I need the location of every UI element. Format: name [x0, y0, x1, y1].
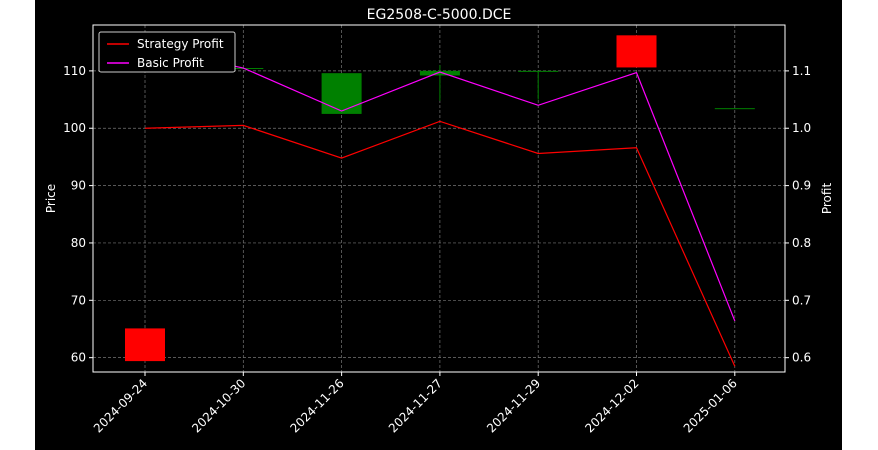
grid: [93, 25, 785, 372]
candle-body: [125, 328, 165, 362]
legend-box: [98, 31, 236, 73]
candle-body: [321, 73, 362, 114]
y-tick-label-right: 0.9: [792, 179, 811, 193]
x-tick-label: 2024-11-26: [288, 376, 347, 435]
x-tick-label: 2025-01-06: [681, 376, 740, 435]
y-tick-label-right: 0.8: [792, 236, 811, 250]
y-tick-label-right: 0.7: [792, 293, 811, 307]
legend-label: Strategy Profit: [137, 37, 224, 51]
right-axis: 0.6 0.7 0.8 0.9 1.0 1.1: [785, 64, 811, 365]
x-tick-label: 2024-12-02: [582, 376, 641, 435]
legend: Strategy Profit Basic Profit: [98, 31, 236, 73]
chart-svg: 60 70 80 90 100 110 0.6 0.7 0.8 0.9 1.0 1.1 2024-0…: [44, 7, 834, 435]
candle-body: [714, 108, 755, 110]
candle-body: [419, 70, 460, 76]
y-tick-label-left: 80: [71, 236, 86, 250]
candle-body: [616, 35, 657, 68]
x-tick-label: 2024-11-27: [386, 376, 445, 435]
x-tick-label: 2024-09-24: [91, 376, 150, 435]
left-axis: 60 70 80 90 100 110: [63, 64, 93, 365]
y-tick-label-left: 70: [71, 293, 86, 307]
chart-figure: 60 70 80 90 100 110 0.6 0.7 0.8 0.9 1.0 1.1 2024-0…: [35, 0, 842, 450]
chart-title: EG2508-C-5000.DCE: [367, 7, 512, 23]
x-axis: 2024-09-24 2024-10-30 2024-11-26 2024-11-27…: [91, 372, 740, 435]
profit-lines: [144, 46, 736, 367]
candle-body: [518, 70, 559, 72]
y-tick-label-right: 1.1: [792, 64, 811, 78]
series-line-strategy-profit: [144, 120, 736, 367]
plot-frame: [92, 24, 786, 373]
legend-label: Basic Profit: [137, 56, 204, 70]
y-axis-label-right: Profit: [820, 183, 834, 215]
y-tick-label-right: 0.6: [792, 351, 811, 365]
y-tick-label-left: 60: [71, 351, 86, 365]
series-line-basic-profit: [144, 46, 736, 322]
y-tick-label-left: 110: [63, 64, 86, 78]
y-tick-label-left: 90: [71, 179, 86, 193]
x-tick-label: 2024-11-29: [484, 376, 543, 435]
y-tick-label-left: 100: [63, 121, 86, 135]
y-axis-label-left: Price: [44, 184, 58, 213]
y-tick-label-right: 1.0: [792, 121, 811, 135]
x-tick-label: 2024-10-30: [189, 376, 248, 435]
